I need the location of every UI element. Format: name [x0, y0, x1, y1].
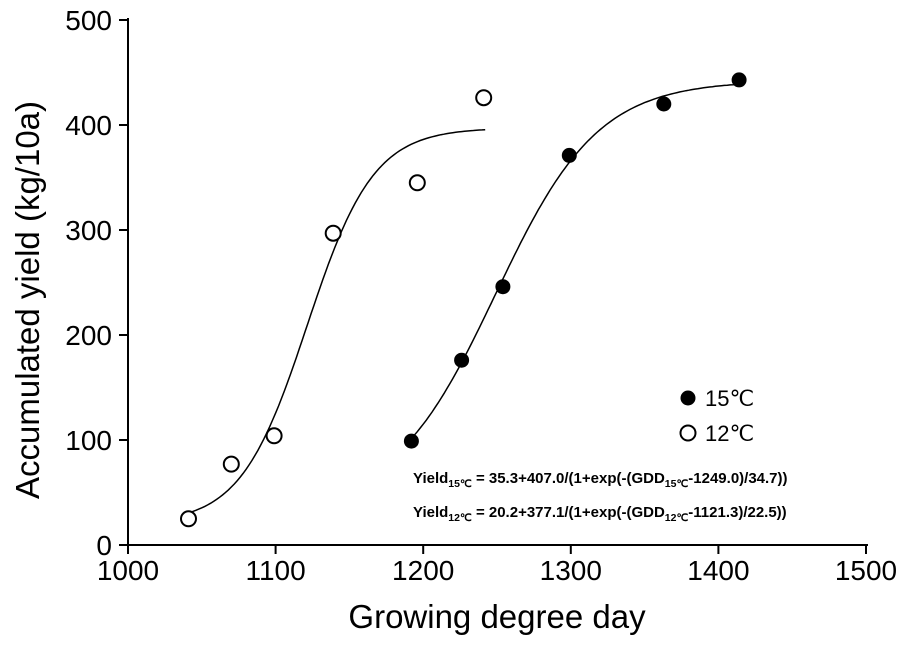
legend-marker-1 — [679, 424, 697, 442]
y-tick-label: 500 — [65, 5, 112, 36]
data-point-series-1 — [324, 224, 342, 242]
x-axis-title: Growing degree day — [348, 598, 646, 635]
x-tick-label: 1400 — [687, 555, 749, 586]
data-point-series-0 — [561, 147, 577, 163]
x-tick-label: 1100 — [245, 555, 305, 586]
data-point-series-1 — [180, 510, 197, 528]
data-point-series-1 — [408, 174, 426, 192]
data-point-series-0 — [656, 96, 672, 112]
data-point-series-1 — [475, 89, 493, 107]
y-tick-label: 0 — [96, 530, 112, 561]
data-point-series-0 — [403, 433, 419, 449]
y-tick-label: 400 — [65, 110, 112, 141]
x-tick-label: 1200 — [392, 555, 454, 586]
x-tick-label: 1500 — [835, 555, 897, 586]
data-point-series-0 — [454, 352, 470, 368]
legend-marker-0 — [680, 390, 696, 406]
equation-annotation-1: Yield12℃ = 20.2+377.1/(1+exp(-(GDD12℃-11… — [413, 504, 787, 524]
data-point-series-0 — [731, 72, 747, 88]
y-tick-label: 100 — [65, 425, 112, 456]
x-tick-label: 1300 — [540, 555, 602, 586]
data-point-series-1 — [265, 427, 283, 445]
x-tick-label: 1000 — [97, 555, 159, 586]
equation-annotation-0: Yield15℃ = 35.3+407.0/(1+exp(-(GDD15℃-12… — [413, 470, 788, 490]
y-tick-label: 300 — [65, 215, 112, 246]
legend-label-0: 15℃ — [705, 386, 754, 411]
data-point-series-1 — [222, 455, 240, 473]
fit-curve-series-1 — [186, 128, 486, 515]
y-tick-label: 200 — [65, 320, 112, 351]
data-point-series-0 — [495, 279, 511, 295]
legend-label-1: 12℃ — [705, 421, 754, 446]
fit-curve-series-0 — [404, 83, 743, 446]
y-axis-title: Accumulated yield (kg/10a) — [9, 100, 46, 500]
